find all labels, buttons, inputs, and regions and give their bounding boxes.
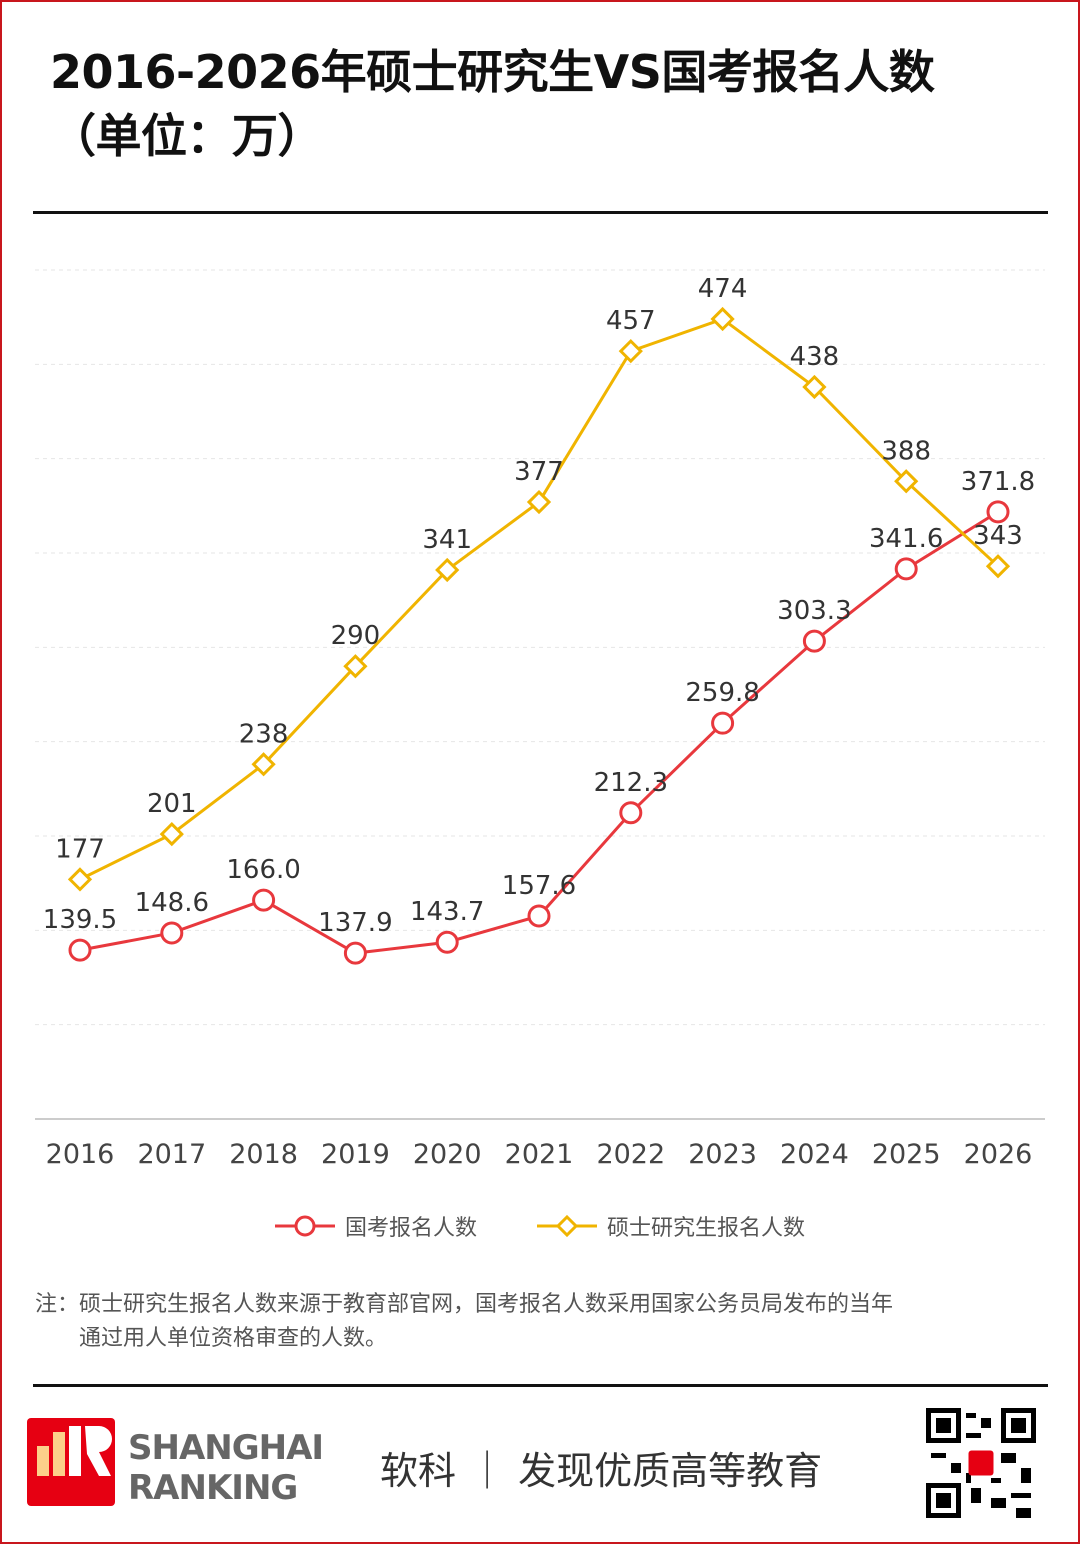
data-label: 139.5 — [43, 905, 117, 935]
qr-code-icon — [926, 1408, 1036, 1518]
chart-title: 2016-2026年硕士研究生VS国考报名人数 （单位：万） — [50, 40, 935, 168]
data-point-circle — [68, 938, 92, 962]
data-label: 388 — [881, 436, 931, 466]
legend-item-civil-exam: 国考报名人数 — [274, 1210, 477, 1242]
legend-label: 国考报名人数 — [344, 1216, 477, 1241]
data-point-diamond — [251, 752, 276, 777]
x-tick-label: 2017 — [137, 1139, 206, 1170]
bottom-divider — [33, 1384, 1048, 1387]
x-tick-label: 2025 — [872, 1139, 941, 1170]
data-label: 341.6 — [869, 524, 943, 554]
data-point-circle — [619, 801, 643, 825]
data-label: 438 — [790, 342, 840, 372]
data-label: 343 — [973, 521, 1023, 551]
data-point-circle — [894, 557, 918, 581]
x-tick-label: 2020 — [413, 1139, 482, 1170]
data-point-diamond — [710, 306, 735, 332]
data-point-diamond — [526, 489, 552, 515]
x-tick-label: 2023 — [688, 1139, 757, 1170]
data-point-diamond — [802, 374, 827, 400]
data-point-circle — [711, 711, 735, 735]
top-divider — [33, 211, 1048, 214]
slogan: 软科 ｜ 发现优质高等教育 — [380, 1449, 823, 1493]
x-tick-label: 2022 — [596, 1139, 665, 1170]
x-tick-label: 2026 — [964, 1139, 1033, 1170]
data-label: 212.3 — [594, 768, 668, 798]
data-point-diamond — [67, 867, 93, 892]
data-point-diamond — [894, 469, 919, 494]
x-tick-label: 2021 — [505, 1139, 574, 1170]
data-label: 259.8 — [685, 678, 759, 708]
legend-diamond-marker-icon — [537, 1214, 597, 1238]
series-line — [79, 317, 1000, 881]
legend: 国考报名人数 硕士研究生报名人数 — [0, 1210, 1080, 1242]
brand-line2: RANKING — [128, 1468, 298, 1508]
brand-name: SHANGHAI RANKING — [128, 1428, 324, 1508]
logo-bars-icon — [37, 1426, 112, 1476]
data-label: 177 — [55, 834, 105, 864]
data-point-diamond — [985, 554, 1011, 579]
data-label: 303.3 — [777, 596, 851, 626]
data-label: 137.9 — [318, 908, 392, 938]
data-point-circle — [527, 904, 551, 928]
x-tick-label: 2024 — [780, 1139, 849, 1170]
data-point-diamond — [159, 821, 184, 847]
data-point-circle — [252, 888, 276, 912]
legend-label: 硕士研究生报名人数 — [607, 1216, 806, 1241]
data-point-diamond — [435, 557, 460, 583]
data-label: 371.8 — [961, 467, 1035, 497]
data-point-diamond — [618, 339, 643, 364]
data-point-circle — [802, 629, 826, 653]
data-label: 238 — [239, 719, 289, 749]
title-line2: （单位：万） — [50, 109, 324, 163]
legend-circle-marker-icon — [274, 1215, 335, 1237]
note-line2: 通过用人单位资格审查的人数。 — [79, 1326, 388, 1351]
x-tick-label: 2019 — [321, 1139, 390, 1170]
data-point-circle — [160, 921, 184, 945]
x-tick-label: 2016 — [46, 1139, 115, 1170]
data-label: 377 — [514, 457, 564, 487]
data-label: 157.6 — [502, 871, 576, 901]
data-label: 341 — [422, 525, 472, 555]
line-chart: 2016 2017 2018 2019 2020 2021 2022 2023 2024 2025… — [35, 269, 1045, 1170]
legend-item-master-exam: 硕士研究生报名人数 — [537, 1210, 805, 1242]
data-label: 201 — [147, 789, 197, 819]
data-label: 148.6 — [135, 888, 209, 918]
brand-line1: SHANGHAI — [128, 1428, 324, 1468]
data-point-diamond — [343, 654, 368, 679]
data-label: 290 — [331, 621, 381, 651]
data-label: 143.7 — [410, 897, 484, 927]
data-label: 166.0 — [226, 855, 300, 885]
data-point-circle — [343, 941, 367, 965]
data-point-circle — [435, 930, 459, 954]
shanghai-ranking-logo — [27, 1418, 115, 1506]
footnote: 注：硕士研究生报名人数来源于教育部官网，国考报名人数采用国家公务员局发布的当年 … — [35, 1288, 1055, 1356]
x-tick-label: 2018 — [229, 1139, 298, 1170]
data-label: 474 — [698, 274, 748, 304]
note-line1: 注：硕士研究生报名人数来源于教育部官网，国考报名人数采用国家公务员局发布的当年 — [35, 1292, 894, 1317]
title-line1: 2016-2026年硕士研究生VS国考报名人数 — [50, 45, 935, 99]
data-label: 457 — [606, 306, 656, 336]
data-point-circle — [986, 500, 1010, 524]
